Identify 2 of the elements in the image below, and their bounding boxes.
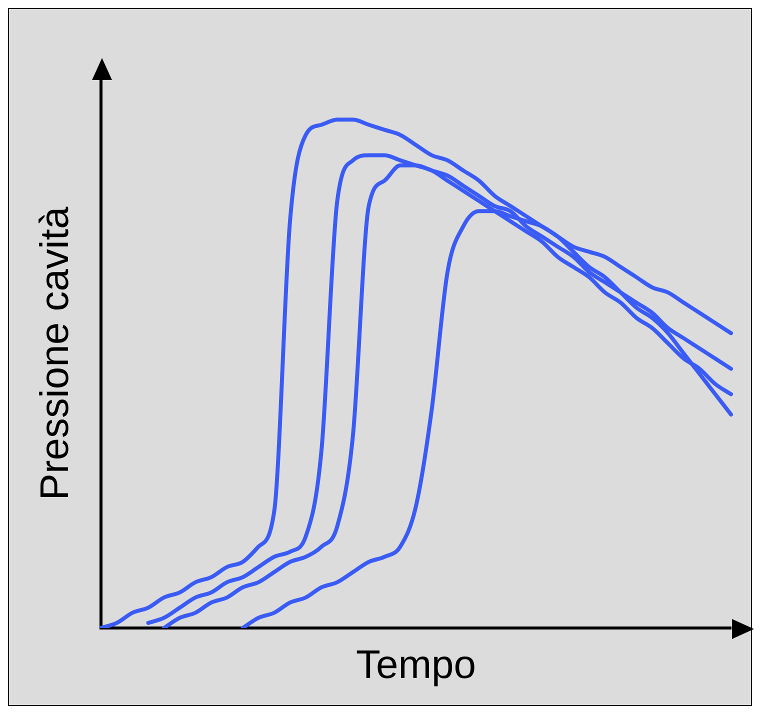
y-axis-title: Pressione cavità	[33, 206, 78, 500]
x-axis-title: Tempo	[356, 643, 476, 688]
